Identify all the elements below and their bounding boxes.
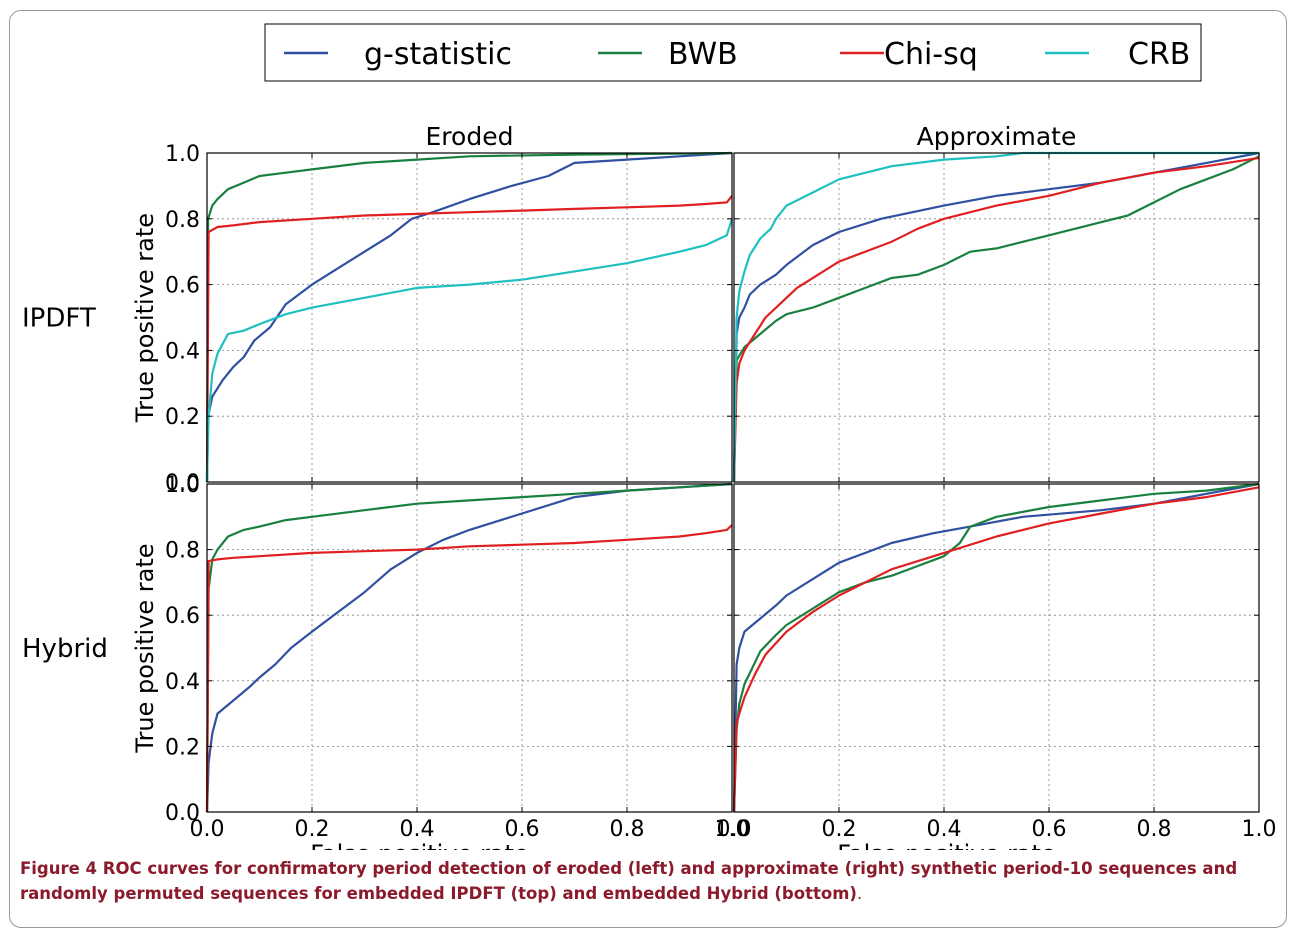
row-label-hybrid: Hybrid: [22, 634, 108, 664]
x-axis-label: False positive rate: [310, 840, 528, 850]
x-tick-label: 0.0: [190, 817, 225, 842]
x-tick-label: 0.6: [1032, 817, 1067, 842]
y-tick-label: 0.6: [165, 274, 200, 299]
series-line-chi-sq: [732, 486, 1260, 813]
series-line-chi-sq: [205, 195, 733, 483]
panel-ipdft-approximate-border: [733, 152, 1260, 483]
y-tick-label: 0.0: [165, 471, 200, 496]
series-line-g-statistic: [205, 151, 733, 483]
x-tick-label: 0.2: [822, 817, 857, 842]
y-axis-label: True positive rate: [131, 543, 159, 753]
series-line-bwb: [205, 482, 733, 813]
y-axis-label: True positive rate: [131, 213, 159, 423]
series-line-crb: [205, 218, 734, 483]
x-tick-label: 0.8: [610, 817, 645, 842]
axis-labels: Eroded Approximate IPDFT True positive rate…: [22, 122, 1076, 850]
y-tick-label: 0.6: [165, 604, 200, 629]
caption-label: Figure 4: [20, 859, 98, 878]
x-tick-label: 1.0: [1242, 817, 1277, 842]
x-tick-label: 0.6: [505, 817, 540, 842]
panel-hybrid-approximate: 0.0 0.2 0.4 0.6 0.8 1.0: [717, 482, 1277, 842]
panel-hybrid-eroded-bg: [207, 484, 732, 812]
panel-ipdft-eroded-border: [206, 152, 733, 483]
series-line-chi-sq: [205, 524, 733, 813]
y-tick-label: 0.0: [165, 801, 200, 826]
row-label-ipdft: IPDFT: [22, 304, 96, 334]
y-tick-label: 0.4: [165, 339, 200, 364]
y-tick-label: 0.2: [165, 735, 200, 760]
caption-text: ROC curves for confirmatory period detec…: [20, 859, 1238, 903]
legend: g-statistic BWB Chi-sq CRB: [264, 23, 1202, 82]
x-tick-label: 0.8: [1137, 817, 1172, 842]
y-tick-label: 0.8: [165, 539, 200, 564]
y-tick-label: 0.4: [165, 670, 200, 695]
panel-ipdft-approximate: [732, 151, 1260, 483]
legend-label-crb: CRB: [1128, 37, 1190, 72]
series-line-chi-sq: [732, 156, 1260, 483]
caption-end: .: [856, 884, 863, 903]
legend-label-chi-sq: Chi-sq: [884, 37, 978, 72]
x-tick-label: 0.0: [717, 817, 752, 842]
legend-label-g-statistic: g-statistic: [364, 37, 512, 72]
y-tick-label: 1.0: [165, 142, 200, 167]
figure-caption: Figure 4 ROC curves for confirmatory per…: [20, 856, 1275, 906]
series-line-bwb: [732, 155, 1260, 483]
y-tick-label: 0.2: [165, 405, 200, 430]
panel-hybrid-eroded-border: [206, 483, 733, 813]
column-title-approximate: Approximate: [917, 122, 1077, 151]
panel-hybrid-eroded: 0.00.20.40.60.81.00.0 0.2 0.4 0.6 0.8 1.0: [165, 473, 750, 842]
x-tick-label: 0.4: [400, 817, 435, 842]
series-line-bwb: [732, 482, 1260, 813]
x-tick-label: 0.4: [927, 817, 962, 842]
panel-hybrid-approximate-border: [733, 483, 1260, 813]
x-tick-label: 0.2: [295, 817, 330, 842]
roc-figure: g-statistic BWB Chi-sq CRB 0.0 0.2 0.4 0.6 0.8 1…: [22, 23, 1277, 850]
panel-ipdft-eroded-bg: [207, 153, 732, 482]
panels: 0.00.20.40.60.81.00.00.20.40.60.81.00.0 0…: [165, 142, 1277, 842]
x-tick-label: 1.0: [715, 817, 750, 842]
column-title-eroded: Eroded: [426, 122, 514, 151]
panel-ipdft-approximate-bg: [734, 153, 1259, 482]
panel-hybrid-approximate-bg: [734, 484, 1259, 812]
series-line-bwb: [205, 151, 733, 483]
y-tick-label: 0.8: [165, 208, 200, 233]
series-line-crb: [732, 151, 1259, 483]
series-line-g-statistic: [205, 482, 733, 813]
legend-label-bwb: BWB: [668, 37, 738, 72]
y-tick-label: 1.0: [165, 473, 200, 498]
series-line-g-statistic: [732, 482, 1260, 813]
panel-ipdft-eroded: 0.0 0.2 0.4 0.6 0.8 1.0: [165, 142, 734, 496]
x-axis-label: False positive rate: [837, 840, 1055, 850]
